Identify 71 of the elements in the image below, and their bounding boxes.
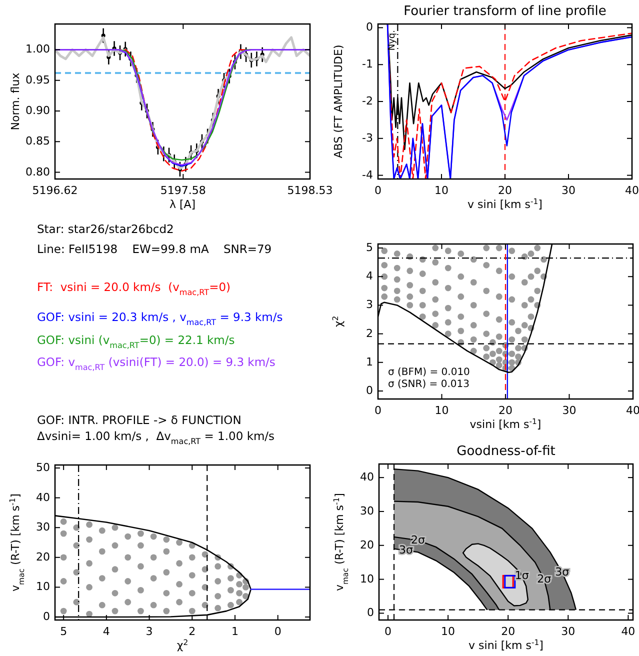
text: GOF: INTR. PROFILE -> δ FUNCTION — [37, 413, 242, 428]
y-tick-label: 5 — [366, 241, 373, 254]
y-axis-title: Norm. flux — [9, 72, 22, 130]
x-axis-title: λ [A] — [169, 198, 196, 211]
text: Star: star26/star26bcd2 — [37, 222, 174, 236]
y-tick-label: 40 — [360, 470, 374, 484]
x-tick-label: 20 — [501, 625, 516, 638]
x-axis-title: v sini [km s$^{-1}$] — [468, 196, 542, 211]
x-tick-label: 4 — [102, 625, 110, 638]
x-tick-label: 30 — [562, 184, 576, 197]
text: GOF: vsini (v$_{mac,RT}$=0) = 22.1 km/s — [37, 333, 235, 350]
x-tick-label: 10 — [434, 404, 449, 417]
x-tick-label: 0 — [384, 625, 392, 638]
y-tick-label: 0.95 — [26, 73, 50, 86]
y-tick-label: -4 — [362, 168, 373, 182]
x-tick-label: 5198.53 — [287, 184, 333, 197]
x-tick-label: 20 — [498, 404, 512, 417]
y-tick-label: 0.80 — [26, 165, 50, 178]
y-axis-title: ABS (FT AMPLITUDE) — [332, 44, 345, 158]
y-tick-label: -2 — [362, 94, 373, 108]
x-tick-label: 5196.62 — [32, 184, 78, 197]
y-tick-label: 3 — [366, 298, 373, 312]
x-tick-label: 40 — [621, 625, 636, 638]
y-tick-label: -1 — [362, 58, 373, 71]
annotation: σ (SNR) = 0.013 — [388, 379, 470, 390]
x-tick-label: 10 — [441, 625, 456, 638]
y-tick-label: 40 — [36, 490, 50, 504]
y-tick-label: 30 — [360, 504, 374, 518]
x-tick-label: 5197.58 — [160, 184, 206, 197]
y-tick-label: 0.90 — [26, 104, 50, 118]
y-tick-label: 50 — [36, 460, 50, 474]
y-tick-label: 30 — [36, 520, 50, 534]
x-tick-label: 1 — [232, 625, 238, 638]
text: FT: vsini = 20.0 km/s (v$_{mac,RT}$=0) — [37, 280, 231, 297]
x-tick-label: 40 — [626, 404, 639, 417]
text: Line: FeII5198 EW=99.8 mA SNR=79 — [37, 242, 272, 256]
y-tick-label: 10 — [360, 572, 374, 586]
text: GOF: v$_{mac,RT}$ (vsini(FT) = 20.0) = 9.3 km/s — [37, 355, 276, 372]
x-axis-title: v sini [km s$^{-1}$] — [468, 638, 544, 652]
y-tick-label: 10 — [36, 580, 50, 594]
x-tick-label: 20 — [498, 184, 512, 197]
annotation: 3σ — [555, 566, 570, 579]
x-axis-title: vsini [km s$^{-1}$] — [470, 416, 542, 431]
y-tick-label: 20 — [36, 550, 50, 564]
y-tick-label: 1.00 — [26, 42, 50, 56]
annotation: σ (BFM) = 0.010 — [388, 367, 470, 378]
x-tick-label: 10 — [434, 184, 448, 197]
y-tick-label: 0.85 — [26, 134, 50, 148]
x-tick-label: 3 — [146, 625, 153, 638]
y-tick-label: 20 — [360, 538, 374, 552]
y-tick-label: 0 — [43, 610, 50, 624]
chart-title: Goodness-of-fit — [456, 444, 556, 459]
x-tick-label: 30 — [562, 404, 576, 417]
annotation: 3σ — [399, 543, 414, 556]
y-tick-label: 1 — [366, 355, 373, 368]
y-tick-label: 0 — [366, 20, 373, 34]
y-tick-label: 2 — [366, 326, 373, 340]
x-tick-label: 5 — [60, 625, 68, 638]
x-tick-label: 0 — [274, 625, 282, 638]
chart-title: Fourier transform of line profile — [404, 4, 606, 19]
y-tick-label: 0 — [366, 384, 373, 398]
x-tick-label: 2 — [188, 625, 196, 638]
x-tick-label: 30 — [561, 625, 576, 638]
ref-line-label: Nyq. — [388, 30, 398, 51]
y-tick-label: 0 — [367, 606, 374, 620]
y-tick-label: 4 — [366, 270, 373, 283]
x-tick-label: 40 — [625, 184, 639, 197]
text: Δvsini= 1.00 km/s , Δv$_{mac,RT}$ = 1.00 km/s — [37, 429, 275, 446]
x-axis-title: χ$^{2}$ — [176, 638, 188, 652]
text: GOF: vsini = 20.3 km/s , v$_{mac,RT}$ = 9.3 km/s — [37, 310, 283, 327]
y-tick-label: -3 — [362, 131, 373, 144]
